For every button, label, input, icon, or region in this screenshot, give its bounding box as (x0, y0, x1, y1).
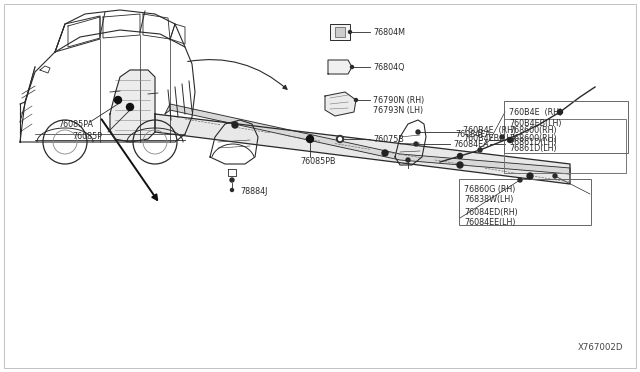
Circle shape (382, 150, 388, 156)
Circle shape (351, 65, 353, 68)
Circle shape (478, 148, 482, 152)
Text: 76860G (RH): 76860G (RH) (464, 185, 515, 193)
Text: 76075B: 76075B (373, 135, 404, 144)
Circle shape (518, 178, 522, 182)
Text: X767002D: X767002D (578, 343, 623, 352)
Circle shape (414, 142, 418, 146)
Circle shape (416, 130, 420, 134)
Circle shape (406, 158, 410, 162)
Circle shape (355, 99, 358, 102)
Text: 76838W(LH): 76838W(LH) (464, 195, 513, 203)
Circle shape (115, 96, 122, 103)
Text: 76085PA: 76085PA (58, 119, 93, 128)
Circle shape (349, 31, 351, 33)
Circle shape (557, 109, 563, 115)
Text: 760B4E  (RH): 760B4E (RH) (463, 125, 516, 135)
Text: 76793N (LH): 76793N (LH) (373, 106, 423, 115)
Text: 76804M: 76804M (373, 28, 405, 36)
Circle shape (230, 189, 234, 192)
Circle shape (307, 135, 314, 142)
Text: 760B4EB(LH): 760B4EB(LH) (509, 119, 561, 128)
Circle shape (527, 173, 533, 179)
Text: 78884J: 78884J (240, 186, 268, 196)
Polygon shape (110, 70, 155, 142)
Text: 76085PB: 76085PB (300, 157, 335, 166)
Text: 760B4EB(LH): 760B4EB(LH) (463, 134, 515, 142)
Circle shape (230, 178, 234, 182)
Circle shape (553, 174, 557, 178)
Text: 76804Q: 76804Q (373, 62, 404, 71)
Text: 76084EE(LH): 76084EE(LH) (464, 218, 515, 227)
Polygon shape (325, 92, 356, 116)
Circle shape (339, 138, 342, 141)
Text: 76084EA: 76084EA (455, 129, 491, 138)
Text: 76084ED(RH): 76084ED(RH) (464, 208, 518, 217)
Circle shape (508, 138, 513, 142)
Text: 76861D(LH): 76861D(LH) (509, 138, 557, 147)
Text: 768600(RH): 768600(RH) (509, 125, 557, 135)
FancyBboxPatch shape (330, 24, 350, 40)
Text: 768600(RH): 768600(RH) (509, 134, 557, 142)
Circle shape (232, 122, 238, 128)
Text: 76790N (RH): 76790N (RH) (373, 96, 424, 105)
Circle shape (457, 162, 463, 168)
Polygon shape (155, 114, 570, 184)
Text: 76085P: 76085P (72, 131, 102, 141)
Polygon shape (165, 104, 570, 174)
Text: 76861D(LH): 76861D(LH) (509, 144, 557, 153)
FancyBboxPatch shape (335, 27, 345, 37)
Text: 76084EA: 76084EA (453, 140, 488, 148)
Circle shape (500, 135, 504, 139)
Text: 760B4E  (RH): 760B4E (RH) (509, 108, 562, 116)
Polygon shape (328, 60, 352, 74)
Circle shape (337, 135, 344, 142)
Circle shape (458, 154, 463, 158)
Circle shape (127, 103, 134, 110)
Circle shape (307, 136, 313, 142)
